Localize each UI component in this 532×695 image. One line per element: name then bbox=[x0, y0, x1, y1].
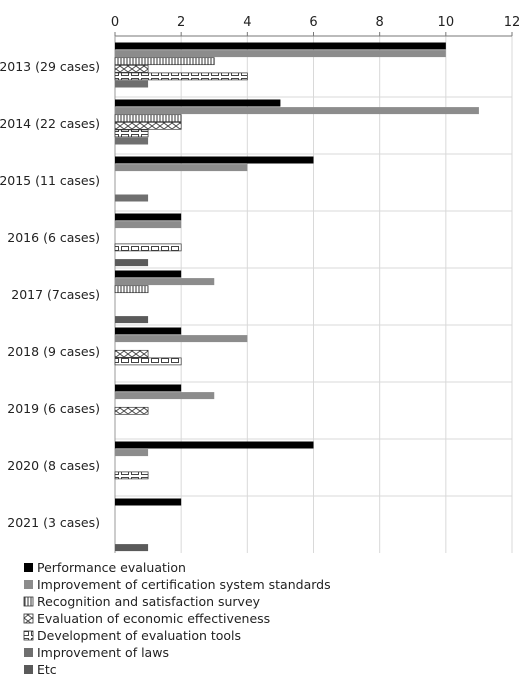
category-label: 2015 (11 cases) bbox=[0, 173, 100, 188]
legend-label: Performance evaluation bbox=[37, 560, 186, 575]
legend: Performance evaluation Improvement of cer… bbox=[23, 560, 331, 677]
bar bbox=[114, 406, 149, 415]
bar bbox=[115, 137, 149, 145]
bar bbox=[115, 99, 281, 107]
legend-label: Improvement of laws bbox=[37, 645, 169, 660]
bar bbox=[114, 64, 149, 73]
bar bbox=[115, 50, 446, 58]
bar bbox=[114, 285, 149, 294]
bar bbox=[115, 392, 215, 400]
bar bbox=[114, 72, 248, 81]
bar bbox=[115, 80, 149, 88]
bar bbox=[115, 270, 182, 278]
bar bbox=[114, 349, 149, 358]
bar bbox=[115, 316, 149, 324]
bars bbox=[114, 42, 479, 552]
bar bbox=[115, 327, 182, 335]
bar bbox=[115, 384, 182, 392]
x-tick-label: 0 bbox=[111, 15, 119, 30]
bar bbox=[114, 357, 182, 366]
legend-swatch bbox=[24, 580, 33, 589]
bar bbox=[115, 213, 182, 221]
legend-label: Recognition and satisfaction survey bbox=[37, 594, 261, 609]
legend-swatch bbox=[23, 613, 34, 624]
bar bbox=[115, 42, 446, 50]
bar bbox=[114, 57, 215, 66]
bar bbox=[115, 441, 314, 449]
x-tick-label: 2 bbox=[177, 15, 185, 30]
category-label: 2017 (7cases) bbox=[11, 287, 100, 302]
bar bbox=[115, 156, 314, 164]
bar bbox=[115, 278, 215, 286]
bar bbox=[114, 243, 182, 252]
bar bbox=[115, 194, 149, 202]
category-label: 2018 (9 cases) bbox=[7, 344, 100, 359]
bar bbox=[115, 107, 479, 115]
bar bbox=[114, 114, 182, 123]
legend-label: Improvement of certification system stan… bbox=[37, 577, 331, 592]
bar bbox=[114, 471, 149, 480]
x-tick-label: 6 bbox=[309, 15, 317, 30]
bar bbox=[115, 164, 248, 172]
bar bbox=[115, 335, 248, 343]
legend-label: Development of evaluation tools bbox=[37, 628, 241, 643]
x-tick-label: 12 bbox=[504, 15, 521, 30]
category-label: 2014 (22 cases) bbox=[0, 116, 100, 131]
x-tick-label: 8 bbox=[376, 15, 384, 30]
category-label: 2021 (3 cases) bbox=[7, 515, 100, 530]
bar bbox=[114, 121, 182, 130]
x-axis: 0 2 4 6 8 10 12 bbox=[111, 15, 520, 553]
bar bbox=[115, 544, 149, 552]
x-tick-label: 10 bbox=[438, 15, 455, 30]
legend-label: Evaluation of economic effectiveness bbox=[37, 611, 270, 626]
legend-label: Etc bbox=[37, 662, 57, 677]
bar bbox=[115, 259, 149, 267]
bar bbox=[115, 498, 182, 506]
legend-swatch bbox=[23, 596, 34, 607]
legend-swatch bbox=[24, 665, 33, 674]
category-label: 2016 (6 cases) bbox=[7, 230, 100, 245]
bar bbox=[115, 221, 182, 229]
category-label: 2020 (8 cases) bbox=[7, 458, 100, 473]
bar bbox=[114, 129, 149, 138]
bar bbox=[115, 449, 149, 457]
category-labels: 2013 (29 cases) 2014 (22 cases) 2015 (11 c… bbox=[0, 59, 100, 530]
gridlines bbox=[114, 36, 513, 553]
legend-swatch bbox=[24, 563, 33, 572]
legend-swatch bbox=[24, 648, 33, 657]
legend-swatch bbox=[23, 630, 34, 641]
category-label: 2019 (6 cases) bbox=[7, 401, 100, 416]
category-label: 2013 (29 cases) bbox=[0, 59, 100, 74]
x-tick-label: 4 bbox=[243, 15, 251, 30]
